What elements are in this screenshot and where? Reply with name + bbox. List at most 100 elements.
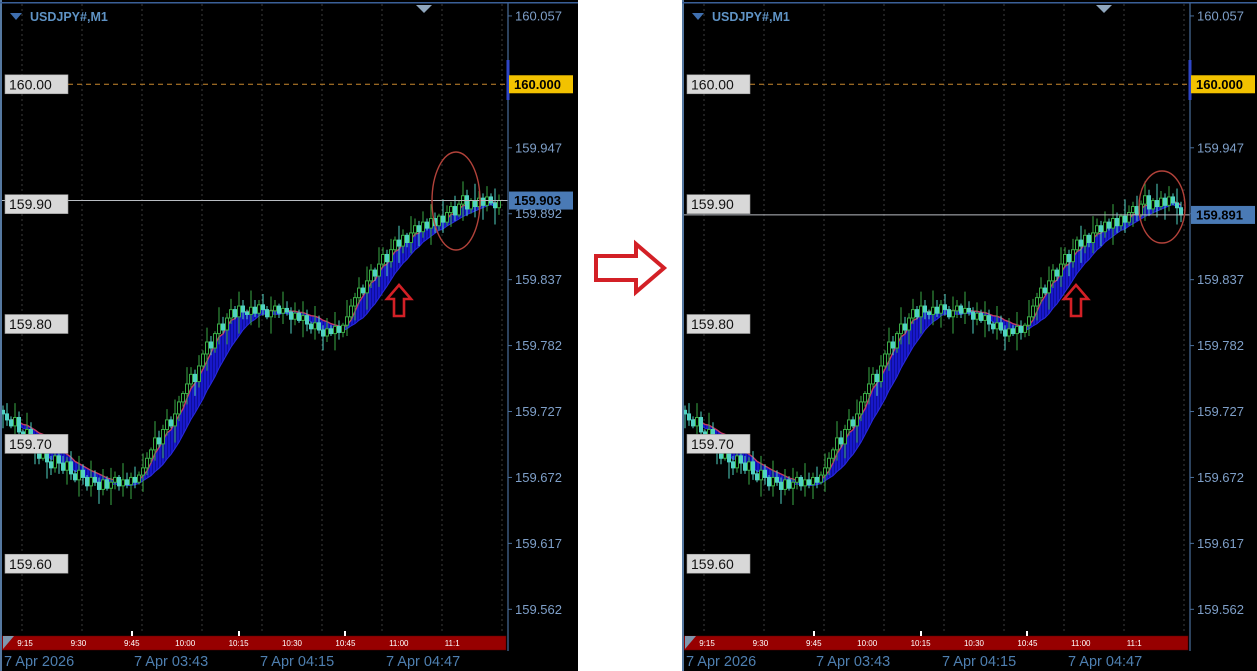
time-band-tick [920,631,922,636]
date-label: 7 Apr 04:15 [260,654,334,670]
red-ellipse-annotation [431,151,481,251]
top-marker-icon [416,5,432,13]
axis-tick-label: 159.562 [515,602,562,617]
level-label [4,194,69,214]
time-band-label: 10:15 [229,639,250,648]
level-label [686,194,751,214]
level-label [686,553,751,574]
level-label-text: 159.80 [691,316,734,332]
time-band-label: 10:45 [1017,639,1038,648]
chart-title: USDJPY#,M1 [712,10,790,24]
level-label-text: 160.00 [691,76,734,92]
level-label-text: 159.60 [9,556,52,572]
scroll-anchor-icon [3,636,14,649]
price-axis[interactable]: 160.057159.947159.892159.837159.782159.7… [1188,3,1256,651]
chart-background [0,0,578,671]
level-label [4,434,69,454]
date-label: 7 Apr 2026 [686,654,756,670]
time-band: 9:15 9:30 9:45 10:00 10:15 10:30 10:45 11:00 11:… [1,631,507,651]
time-band-label: 11:00 [389,639,409,648]
bid-price-label [1191,205,1255,224]
up-arrow-annotation [384,283,414,318]
chart-menu-icon[interactable] [692,13,704,20]
level-label [686,74,751,95]
time-axis[interactable]: 7 Apr 2026 7 Apr 03:43 7 Apr 04:15 7 Apr 04… [4,654,460,670]
level-label-text: 159.80 [9,316,52,332]
level-label [686,314,751,334]
time-band-label: 10:45 [335,639,356,648]
date-label: 7 Apr 04:15 [942,654,1016,670]
axis-tick-label: 159.837 [515,272,562,287]
level-label-text: 159.90 [691,196,734,212]
candles [2,181,501,506]
time-band-tick [238,631,240,636]
bid-price-label [509,191,573,210]
frame-top [682,2,1257,4]
alert-price-label [509,75,573,94]
axis-tick-label: 159.672 [515,470,562,485]
bid-price-text: 159.891 [1196,207,1243,222]
axis-tick-label: 159.727 [515,404,562,419]
alert-price-text: 160.000 [1196,77,1243,92]
axis-range-mark-icon [506,60,510,100]
price-axis[interactable]: 160.057 159.947 159.892 159.837 159.782 159.7… [506,3,574,651]
time-axis[interactable]: 7 Apr 2026 7 Apr 03:43 7 Apr 04:15 7 Apr 04… [686,654,1142,670]
frame-top [0,2,578,4]
red-ellipse-annotation [1138,170,1186,244]
time-band-label: 9:45 [124,639,140,648]
axis-range-mark-icon [1188,60,1192,100]
date-label: 7 Apr 04:47 [386,654,460,670]
axis-tick-label: 159.727 [1197,404,1244,419]
time-band-tick [344,631,346,636]
level-label-text: 159.70 [9,436,52,452]
axis-tick-label: 159.617 [1197,536,1244,551]
time-band-label: 10:00 [175,639,196,648]
date-label: 7 Apr 03:43 [816,654,890,670]
grid [703,4,1185,634]
transition-arrow-svg [594,239,668,297]
frame-left [682,0,684,671]
axis-tick-label: 159.892 [515,206,562,221]
chart-panel-before[interactable]: 160.00 159.90 159.80 159.70 159.60 160.057 159… [0,0,578,671]
time-band-label: 11:1 [1127,639,1143,648]
chart-svg: 160.00 159.90 159.80 159.70 159.60 160.057 159… [682,0,1257,671]
time-band-label: 9:30 [71,639,87,648]
right-arrow-icon [594,239,668,297]
level-label-text: 159.70 [691,436,734,452]
level-label [4,314,69,334]
date-label: 7 Apr 03:43 [134,654,208,670]
time-band-label: 10:15 [911,639,932,648]
time-band-label: 10:30 [964,639,985,648]
axis-tick-label: 159.782 [515,338,562,353]
time-band-label: 9:30 [753,639,769,648]
level-labels: 160.00 159.90 159.80 159.70 159.60 [4,74,69,574]
up-arrow-annotation [1061,283,1091,318]
time-band-label: 10:30 [282,639,303,648]
axis-tick-label: 159.947 [515,140,562,155]
alert-price-text: 160.000 [514,77,561,92]
panel-gap [578,0,682,671]
level-labels: 160.00 159.90 159.80 159.70 159.60 [686,74,751,574]
level-label [4,553,69,574]
chart-menu-icon[interactable] [10,13,22,20]
time-band-label: 9:15 [699,639,715,648]
axis-tick-label: 159.617 [515,536,562,551]
time-band-tick [813,631,815,636]
chart-panel-after[interactable]: 160.00 159.90 159.80 159.70 159.60 160.057 159… [682,0,1257,671]
date-label: 7 Apr 04:47 [1068,654,1142,670]
axis-tick-label: 159.672 [1197,470,1244,485]
level-label [686,434,751,454]
top-marker-icon [1096,5,1112,13]
time-band-label: 9:15 [17,639,33,648]
chart-title: USDJPY#,M1 [30,10,108,24]
alert-price-label [1191,75,1255,94]
axis-tick-label: 160.057 [515,8,562,23]
time-band-tick [131,631,133,636]
level-label [4,74,69,95]
date-label: 7 Apr 2026 [4,654,74,670]
axis-tick-label: 159.837 [1197,272,1244,287]
chart-background [682,0,1257,671]
time-band-label: 10:00 [857,639,878,648]
axis-tick-label: 160.057 [1197,8,1244,23]
